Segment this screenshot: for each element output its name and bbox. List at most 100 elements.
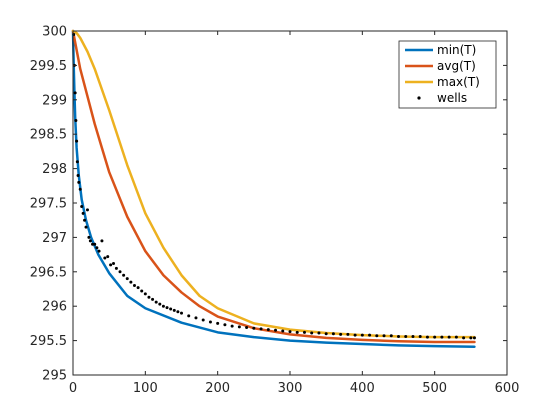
data-point-wells — [158, 302, 162, 306]
data-point-wells — [216, 321, 220, 325]
data-point-wells — [76, 173, 80, 177]
data-point-wells — [176, 310, 180, 314]
data-point-wells — [346, 332, 350, 336]
x-tick-label: 500 — [422, 381, 447, 396]
data-point-wells — [418, 334, 422, 338]
data-point-wells — [151, 297, 155, 301]
y-tick-label: 299 — [42, 93, 67, 108]
legend-label-wells: wells — [437, 91, 467, 105]
data-point-wells — [440, 335, 444, 339]
data-point-wells — [201, 318, 205, 322]
data-point-wells — [472, 336, 476, 340]
legend-swatch-wells — [417, 96, 421, 100]
data-point-wells — [77, 180, 81, 184]
y-tick-label: 298 — [42, 162, 67, 177]
data-point-wells — [194, 316, 198, 320]
legend-box — [398, 40, 497, 109]
y-tick-label: 299.5 — [30, 59, 67, 74]
data-point-wells — [302, 330, 306, 334]
y-tick-label: 300 — [42, 25, 67, 40]
data-point-wells — [136, 286, 140, 290]
data-point-wells — [103, 256, 107, 260]
x-tick-label: 400 — [350, 381, 375, 396]
series-layer — [71, 29, 476, 349]
legend-label-max: max(T) — [437, 75, 480, 89]
data-point-wells — [360, 333, 364, 337]
y-tick-label: 296.5 — [30, 265, 67, 280]
data-point-wells — [324, 332, 328, 336]
data-point-wells — [331, 332, 335, 336]
data-point-wells — [259, 327, 263, 331]
data-point-wells — [353, 333, 357, 337]
data-point-wells — [88, 239, 92, 243]
data-point-wells — [339, 332, 343, 336]
legend-label-min: min(T) — [437, 43, 476, 57]
data-point-wells — [93, 242, 97, 246]
x-tick-label: 300 — [278, 381, 303, 396]
data-point-wells — [382, 334, 386, 338]
data-point-wells — [469, 336, 473, 340]
data-point-wells — [454, 335, 458, 339]
data-point-wells — [274, 328, 278, 332]
data-point-wells — [404, 334, 408, 338]
data-point-wells — [317, 331, 321, 335]
data-point-wells — [462, 336, 466, 340]
data-point-wells — [447, 335, 451, 339]
y-tick-label: 297.5 — [30, 197, 67, 212]
data-point-wells — [397, 334, 400, 338]
data-point-wells — [78, 187, 82, 191]
data-point-wells — [154, 300, 158, 304]
data-point-wells — [295, 330, 299, 334]
data-point-wells — [140, 289, 144, 293]
data-point-wells — [288, 330, 292, 334]
data-point-wells — [95, 246, 99, 250]
data-point-wells — [81, 211, 85, 215]
data-point-wells — [245, 326, 249, 330]
data-point-wells — [75, 160, 79, 164]
data-point-wells — [112, 262, 116, 266]
data-point-wells — [310, 331, 314, 335]
data-point-wells — [132, 284, 136, 288]
x-tick-label: 100 — [133, 381, 158, 396]
data-point-wells — [425, 335, 429, 339]
data-point-wells — [85, 208, 89, 212]
data-point-wells — [74, 118, 78, 122]
data-point-wells — [147, 295, 151, 299]
y-tick-label: 295.5 — [30, 334, 67, 349]
y-tick-label: 297 — [42, 231, 67, 246]
data-point-wells — [73, 91, 77, 95]
data-point-wells — [125, 277, 129, 281]
data-point-wells — [368, 333, 372, 337]
legend-label-avg: avg(T) — [437, 59, 476, 73]
x-tick-label: 0 — [69, 381, 77, 396]
data-point-wells — [118, 270, 122, 274]
data-point-wells — [129, 280, 133, 284]
data-point-wells — [91, 242, 95, 246]
data-point-wells — [411, 334, 415, 338]
series-line-mint — [71, 29, 476, 349]
x-tick-label: 200 — [205, 381, 230, 396]
data-point-wells — [161, 304, 165, 308]
data-point-wells — [389, 334, 393, 338]
y-tick-label: 298.5 — [30, 128, 67, 143]
data-point-wells — [165, 306, 169, 310]
series-line-avgt — [71, 29, 476, 344]
data-point-wells — [75, 139, 79, 143]
legend: min(T) avg(T) max(T) wells — [398, 40, 497, 109]
y-tick-label: 295 — [42, 369, 67, 384]
y-tick-label: 296 — [42, 300, 67, 315]
data-point-wells — [281, 329, 285, 333]
data-point-wells — [169, 307, 173, 311]
data-point-wells — [433, 335, 437, 339]
data-point-wells — [122, 273, 126, 277]
x-tick-label: 600 — [495, 381, 520, 396]
data-point-wells — [252, 326, 256, 330]
data-point-wells — [100, 239, 104, 243]
data-point-wells — [266, 328, 270, 332]
data-point-wells — [172, 308, 176, 312]
data-point-wells — [114, 266, 118, 270]
data-point-wells — [80, 204, 84, 208]
data-point-wells — [223, 323, 227, 327]
data-point-wells — [187, 314, 191, 318]
